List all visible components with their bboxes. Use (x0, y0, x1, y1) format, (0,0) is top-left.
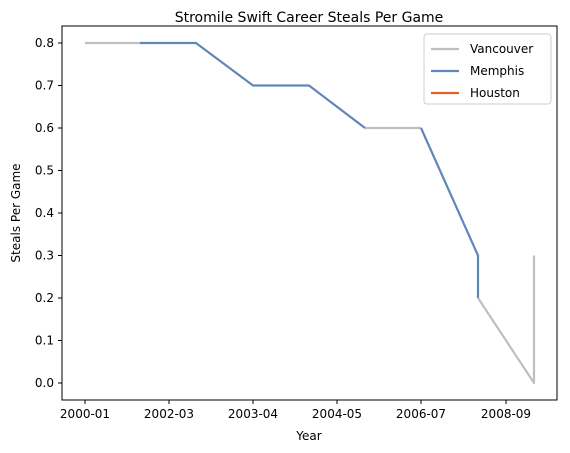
x-axis-label: Year (295, 429, 321, 443)
series-layer (85, 41, 536, 385)
legend-label-vancouver: Vancouver (470, 42, 533, 56)
legend-label-memphis: Memphis (470, 64, 524, 78)
x-tick-label: 2004-05 (312, 407, 362, 421)
y-tick-label: 0.6 (35, 121, 54, 135)
series-line-memphis (140, 41, 366, 129)
chart-title: Stromile Swift Career Steals Per Game (175, 10, 444, 26)
y-tick-label: 0.4 (35, 206, 54, 220)
y-tick-label: 0.5 (35, 164, 54, 178)
x-tick-label: 2006-07 (396, 407, 446, 421)
y-tick-label: 0.1 (35, 334, 54, 348)
legend-label-houston: Houston (470, 86, 520, 100)
x-tick-label: 2008-09 (481, 407, 531, 421)
series-line-memphis (419, 127, 480, 298)
y-axis-label: Steals Per Game (9, 163, 23, 262)
plot-area (61, 25, 558, 401)
x-tick-label: 2003-04 (228, 407, 278, 421)
legend: Vancouver Memphis Houston (423, 33, 552, 105)
y-tick-label: 0.3 (35, 249, 54, 263)
y-tick-label: 0.0 (35, 376, 54, 390)
x-tick-label: 2000-01 (60, 407, 110, 421)
legend-frame (423, 33, 552, 105)
series-line-vancouver (477, 255, 536, 385)
y-axis: 0.0 0.1 0.2 0.3 0.4 0.5 0.6 0.7 0.8 (35, 36, 62, 390)
y-tick-label: 0.2 (35, 291, 54, 305)
y-tick-label: 0.8 (35, 36, 54, 50)
y-tick-label: 0.7 (35, 79, 54, 93)
x-axis: 2000-01 2002-03 2003-04 2004-05 2006-07 2008-… (60, 400, 531, 421)
x-tick-label: 2002-03 (144, 407, 194, 421)
